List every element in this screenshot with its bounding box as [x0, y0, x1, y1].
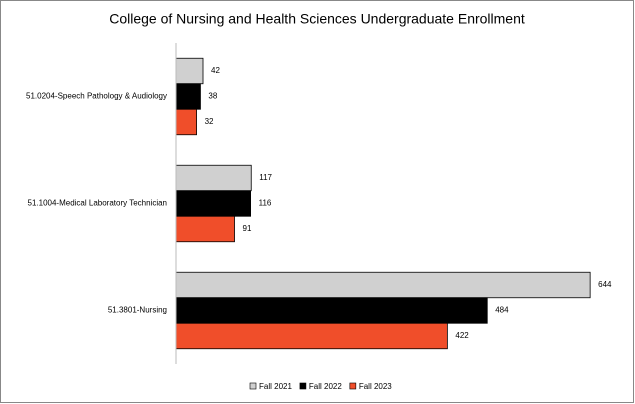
legend-swatch [349, 382, 357, 390]
bar [175, 57, 204, 85]
data-label: 91 [243, 224, 252, 233]
data-label: 42 [211, 66, 220, 75]
category-label: 51.1004-Medical Laboratory Technician [28, 199, 168, 208]
data-label: 116 [259, 199, 272, 208]
legend-label: Fall 2023 [359, 382, 392, 391]
bar [175, 322, 448, 350]
bar [175, 108, 197, 136]
bar [175, 215, 235, 243]
legend-label: Fall 2022 [309, 382, 342, 391]
chart-title: College of Nursing and Health Sciences U… [109, 11, 525, 27]
data-label: 484 [495, 306, 509, 315]
data-label: 38 [208, 92, 217, 101]
bar [175, 271, 591, 299]
data-label: 117 [259, 173, 272, 182]
data-label: 32 [205, 117, 214, 126]
data-label: 644 [598, 280, 612, 289]
category-label: 51.0204-Speech Pathology & Audiology [26, 92, 167, 101]
legend-swatch [299, 382, 307, 390]
bar [175, 83, 201, 110]
bar [175, 164, 252, 192]
legend-swatch [249, 382, 257, 390]
category-label: 51.3801-Nursing [108, 306, 167, 315]
legend-label: Fall 2021 [259, 382, 292, 391]
data-label: 422 [455, 331, 469, 340]
bar [175, 190, 251, 217]
bar [175, 297, 488, 324]
